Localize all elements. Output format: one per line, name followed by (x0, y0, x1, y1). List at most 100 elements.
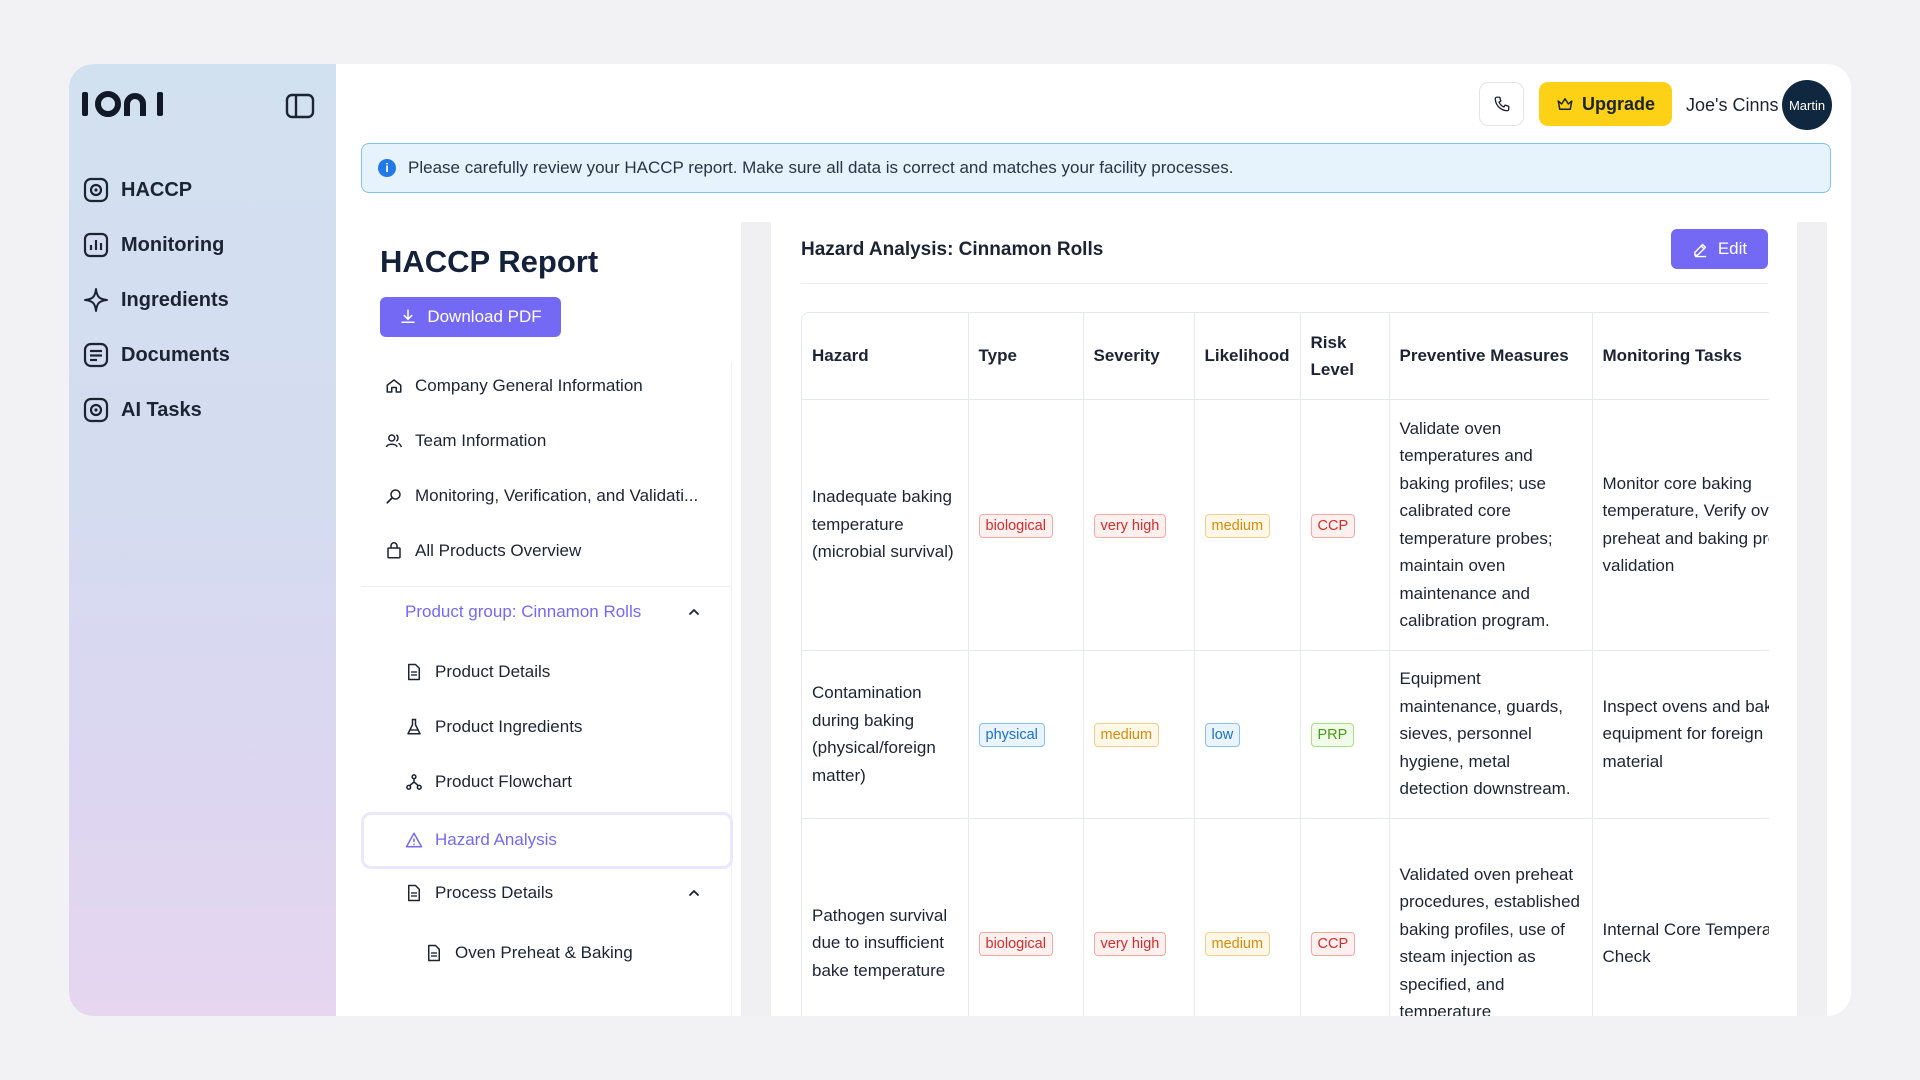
type-cell: physical (968, 650, 1084, 819)
severity-badge: medium (1093, 723, 1160, 748)
download-icon (401, 309, 416, 323)
hazard-cell: Contamination during baking (physical/fo… (802, 650, 969, 819)
team-icon (385, 434, 403, 448)
risk-cell: CCP (1300, 399, 1390, 651)
review-alert: i Please carefully review your HACCP rep… (361, 143, 1831, 193)
toc-company-info[interactable]: Company General Information (385, 373, 643, 399)
documents-icon (83, 342, 109, 368)
edit-button[interactable]: Edit (1671, 229, 1768, 269)
toc-all-products[interactable]: All Products Overview (385, 538, 581, 564)
bag-icon (387, 542, 401, 559)
upgrade-button[interactable]: Upgrade (1539, 82, 1672, 126)
divider (361, 586, 731, 587)
measures-cell: Validated oven preheat procedures, estab… (1389, 818, 1593, 1016)
download-pdf-button[interactable]: Download PDF (380, 297, 561, 337)
ai-tasks-icon (83, 397, 109, 423)
scroll-gutter (741, 222, 771, 1016)
type-cell: biological (968, 818, 1084, 1016)
measures-cell: Validate oven temperatures and baking pr… (1389, 399, 1593, 651)
chevron-up-icon[interactable] (687, 605, 701, 619)
toc-label: Product Details (435, 662, 551, 681)
toc-process-details[interactable]: Process Details (405, 880, 553, 906)
nav-item-ai-tasks[interactable]: AI Tasks (83, 390, 202, 430)
sidebar-toggle-icon[interactable] (285, 93, 315, 119)
column-header: Likelihood (1194, 313, 1301, 400)
toc-active-highlight (361, 812, 733, 869)
app-window: HACCP Monitoring Ingredients Documents A… (69, 64, 1851, 1016)
flask-icon (407, 718, 421, 735)
warning-icon (405, 832, 423, 848)
type-badge: biological (978, 513, 1053, 538)
hazard-cell: Pathogen survival due to insufficient ba… (802, 818, 969, 1016)
chevron-up-icon[interactable] (687, 886, 701, 900)
likelihood-badge: medium (1204, 932, 1271, 957)
toc-label: Monitoring, Verification, and Validati..… (415, 486, 699, 505)
file-icon (428, 944, 440, 962)
toc-label: Team Information (415, 431, 547, 450)
table-row[interactable]: Contamination during baking (physical/fo… (802, 650, 1769, 819)
magnifier-icon (386, 489, 401, 504)
hazard-table-container[interactable]: Hazard Type Severity Likelihood Risk Lev… (801, 312, 1769, 1016)
nav-item-label: AI Tasks (121, 398, 202, 421)
product-group-label: Product group: Cinnamon Rolls (405, 602, 642, 621)
toc-label: Company General Information (415, 376, 643, 395)
likelihood-badge: medium (1204, 513, 1271, 538)
report-title: HACCP Report (380, 244, 599, 279)
toc-monitoring-verification[interactable]: Monitoring, Verification, and Validati..… (385, 483, 698, 509)
home-icon (386, 379, 402, 393)
ioni-logo (82, 91, 163, 117)
avatar[interactable]: Martin (1782, 80, 1832, 130)
toc-product-ingredients[interactable]: Product Ingredients (405, 714, 582, 740)
monitoring-cell: Monitor core baking temperature, Verify … (1592, 399, 1769, 651)
type-cell: biological (968, 399, 1084, 651)
toc-hazard-analysis[interactable]: Hazard Analysis (405, 827, 557, 853)
likelihood-cell: low (1194, 650, 1301, 819)
type-badge: biological (978, 932, 1053, 957)
column-header: Preventive Measures (1389, 313, 1593, 400)
nav-item-label: Documents (121, 343, 230, 366)
risk-badge: CCP (1310, 932, 1356, 957)
severity-cell: very high (1083, 818, 1195, 1016)
nav-item-label: Monitoring (121, 233, 225, 256)
monitoring-cell: Inspect ovens and baking equipment for f… (1592, 650, 1769, 819)
sidebar: HACCP Monitoring Ingredients Documents A… (69, 64, 336, 1016)
divider (731, 362, 732, 1016)
download-label: Download PDF (427, 307, 542, 326)
nav-item-label: HACCP (121, 178, 193, 201)
table-header-row: Hazard Type Severity Likelihood Risk Lev… (802, 313, 1769, 400)
nav-item-monitoring[interactable]: Monitoring (83, 225, 224, 265)
hazard-cell: Inadequate baking temperature (microbial… (802, 399, 969, 651)
phone-button[interactable] (1479, 82, 1524, 126)
type-badge: physical (978, 723, 1045, 748)
toc-oven-preheat[interactable]: Oven Preheat & Baking (425, 940, 633, 966)
risk-cell: PRP (1300, 650, 1390, 819)
toc-label: Process Details (435, 883, 554, 902)
risk-cell: CCP (1300, 818, 1390, 1016)
severity-cell: medium (1083, 650, 1195, 819)
table-row[interactable]: Pathogen survival due to insufficient ba… (802, 818, 1769, 1016)
edit-label: Edit (1717, 239, 1748, 258)
toc-product-details[interactable]: Product Details (405, 659, 550, 685)
file-icon (408, 884, 420, 902)
nav-item-ingredients[interactable]: Ingredients (83, 280, 229, 320)
file-icon (408, 663, 420, 681)
toc-product-group[interactable]: Product group: Cinnamon Rolls (405, 599, 641, 625)
toc-team-info[interactable]: Team Information (385, 428, 546, 454)
toc-label: Product Flowchart (435, 772, 572, 791)
upgrade-label: Upgrade (1581, 93, 1655, 114)
divider (801, 283, 1768, 284)
risk-badge: CCP (1310, 513, 1356, 538)
company-name[interactable]: Joe's Cinns (1686, 95, 1779, 115)
table-row[interactable]: Inadequate baking temperature (microbial… (802, 399, 1769, 651)
hazard-table: Hazard Type Severity Likelihood Risk Lev… (802, 313, 1769, 1016)
severity-badge: very high (1093, 932, 1167, 957)
likelihood-cell: medium (1194, 818, 1301, 1016)
nav-item-documents[interactable]: Documents (83, 335, 230, 375)
column-header: Hazard (802, 313, 969, 400)
nav-item-haccp[interactable]: HACCP (83, 170, 192, 210)
toc-label: All Products Overview (415, 541, 582, 560)
likelihood-badge: low (1204, 723, 1241, 748)
toc-product-flowchart[interactable]: Product Flowchart (405, 769, 572, 795)
likelihood-cell: medium (1194, 399, 1301, 651)
measures-cell: Equipment maintenance, guards, sieves, p… (1389, 650, 1593, 819)
